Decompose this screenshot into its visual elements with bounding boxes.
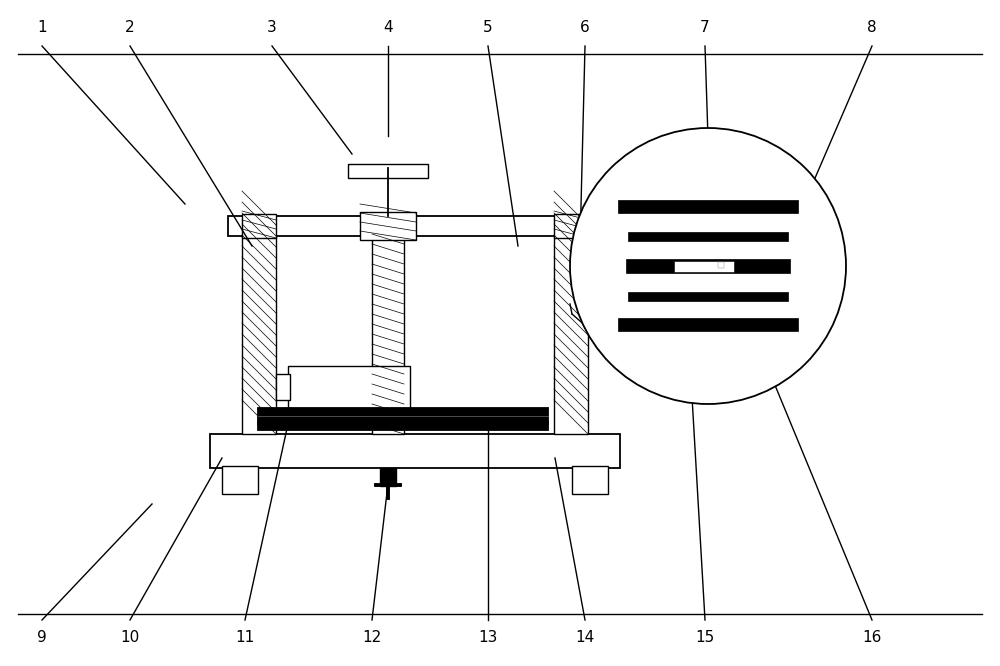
Text: 9: 9: [37, 631, 47, 645]
Bar: [258, 408, 548, 424]
Text: 2: 2: [125, 21, 135, 35]
Text: 6: 6: [580, 21, 590, 35]
Bar: [242, 216, 276, 434]
Bar: [626, 260, 790, 272]
Bar: [554, 214, 588, 238]
Text: 16: 16: [862, 631, 882, 645]
Text: 15: 15: [695, 631, 715, 645]
Text: 11: 11: [235, 631, 255, 645]
Bar: [258, 422, 548, 430]
Bar: [242, 214, 276, 238]
Text: 14: 14: [575, 631, 595, 645]
Bar: [288, 366, 410, 410]
Bar: [674, 260, 734, 272]
Text: 7: 7: [700, 21, 710, 35]
Bar: [628, 292, 788, 300]
Text: 3: 3: [267, 21, 277, 35]
Text: 5: 5: [483, 21, 493, 35]
Bar: [718, 262, 724, 268]
Text: 1: 1: [37, 21, 47, 35]
Text: 12: 12: [362, 631, 382, 645]
Bar: [228, 216, 602, 236]
Bar: [360, 212, 416, 240]
Bar: [380, 468, 396, 486]
Bar: [348, 164, 428, 178]
Bar: [222, 466, 258, 494]
Bar: [372, 236, 404, 434]
Circle shape: [570, 128, 846, 404]
Text: 4: 4: [383, 21, 393, 35]
Bar: [554, 216, 588, 434]
Text: 8: 8: [867, 21, 877, 35]
Bar: [628, 232, 788, 240]
Bar: [618, 318, 798, 330]
Text: 13: 13: [478, 631, 498, 645]
Bar: [572, 466, 608, 494]
Bar: [276, 374, 290, 400]
Bar: [618, 200, 798, 212]
Text: 10: 10: [120, 631, 140, 645]
Bar: [210, 434, 620, 468]
